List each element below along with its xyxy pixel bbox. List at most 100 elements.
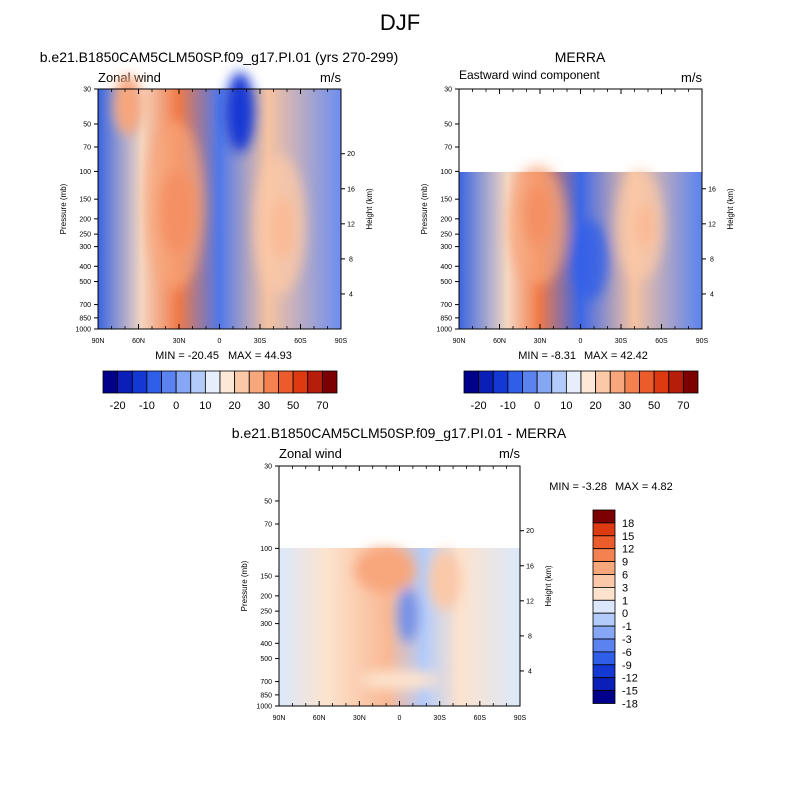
- colorbar-swatch: [592, 651, 616, 666]
- panel-merra-min: MIN = -8.31: [518, 350, 576, 362]
- panel-merra: MERRA Eastward wind component m/s 30 50 70…: [420, 49, 735, 412]
- panel-model-height-ticks: 20 16 12 8 4: [341, 151, 355, 298]
- panel-merra-x-ticks: 90N 60N 30N 0 30S 60S 90S: [453, 89, 709, 345]
- latitude-tick-label: 30N: [173, 338, 186, 345]
- colorbar-label: 6: [622, 570, 628, 582]
- colorbar-swatch: [492, 370, 509, 394]
- panel-model: b.e21.B1850CAM5CLM50SP.f09_g17.PI.01 (yr…: [40, 49, 399, 412]
- latitude-tick-label: 90S: [696, 338, 709, 345]
- colorbar-swatch: [161, 370, 177, 394]
- colorbar-swatch: [624, 370, 640, 394]
- panel-merra-max: MAX = 42.42: [584, 350, 648, 362]
- colorbar-swatch: [682, 370, 699, 394]
- feature-upper-easterly: [226, 72, 254, 152]
- pressure-tick-label: 400: [440, 264, 452, 271]
- panel-model-x-ticks: 90N 60N 30N 0 30S 60S 90S: [92, 89, 348, 345]
- colorbar-swatch: [278, 370, 294, 394]
- colorbar-label: 20: [590, 400, 602, 412]
- colorbar-label: 0: [534, 400, 540, 412]
- colorbar-swatch: [117, 370, 133, 394]
- panel-model-field-features: [114, 72, 306, 295]
- colorbar-label: 18: [622, 518, 634, 530]
- colorbar-swatch: [592, 690, 616, 704]
- colorbar-label: -9: [622, 660, 632, 672]
- colorbar-label: -3: [622, 634, 632, 646]
- colorbar-label: -20: [110, 400, 126, 412]
- panel-merra-y-ticks: 30 50 70 100 150 200 250 300 400 500 700 850 1000: [436, 87, 459, 334]
- pressure-tick-label: 50: [83, 121, 91, 128]
- colorbar-swatch: [551, 370, 567, 394]
- colorbar-swatch: [102, 370, 119, 394]
- latitude-tick-label: 60S: [294, 338, 307, 345]
- panel-merra-colorbar: -20 -10 0 10 20 30 50 70: [463, 370, 699, 412]
- colorbar-label: 10: [560, 400, 572, 412]
- colorbar-label: 3: [622, 582, 628, 594]
- panel-model-ylabel-right: Height (km): [365, 188, 374, 230]
- colorbar-swatch: [131, 370, 148, 394]
- feature-subtropical-positive: [355, 548, 415, 592]
- latitude-tick-label: 60N: [493, 338, 506, 345]
- pressure-tick-label: 50: [444, 121, 452, 128]
- pressure-tick-label: 100: [260, 546, 272, 553]
- panel-difference-subtitle-right: m/s: [499, 446, 520, 461]
- colorbar-swatch: [592, 664, 616, 679]
- panel-difference-y-ticks: 30 50 70 100 150 200 250 300 400 500 700 850 1000: [256, 464, 279, 711]
- colorbar-swatch: [639, 370, 655, 394]
- height-tick-label: 16: [347, 186, 355, 193]
- colorbar-swatch: [219, 370, 236, 394]
- colorbar-label: -20: [471, 400, 487, 412]
- colorbar-swatch: [595, 370, 611, 394]
- colorbar-swatch: [592, 522, 616, 537]
- pressure-tick-label: 850: [260, 692, 272, 699]
- colorbar-swatch: [248, 370, 265, 394]
- panel-difference-height-ticks: 20 16 12 8 4: [520, 528, 534, 675]
- colorbar-swatch: [507, 370, 523, 394]
- panel-model-ylabel: Pressure (mb): [59, 183, 68, 234]
- pressure-tick-label: 50: [264, 498, 272, 505]
- feature-nh-jet-halo: [508, 165, 568, 285]
- figure-title: DJF: [380, 10, 420, 35]
- panel-difference: b.e21.B1850CAM5CLM50SP.f09_g17.PI.01 - M…: [232, 425, 673, 722]
- colorbar-label: 0: [622, 608, 628, 620]
- colorbar-swatch: [478, 370, 494, 394]
- latitude-tick-label: 90N: [453, 338, 466, 345]
- colorbar-swatch: [653, 370, 670, 394]
- latitude-tick-label: 90S: [514, 715, 527, 722]
- colorbar-label: 70: [677, 400, 689, 412]
- colorbar-swatch: [292, 370, 309, 394]
- latitude-tick-label: 0: [579, 338, 583, 345]
- pressure-tick-label: 1000: [256, 704, 272, 711]
- panel-difference-field-features: [355, 548, 461, 690]
- pressure-tick-label: 700: [79, 302, 91, 309]
- colorbar-label: -15: [622, 686, 638, 698]
- panel-merra-ylabel: Pressure (mb): [420, 183, 429, 234]
- pressure-tick-label: 200: [260, 593, 272, 600]
- panel-difference-ylabel: Pressure (mb): [240, 560, 249, 611]
- latitude-tick-label: 0: [218, 338, 222, 345]
- pressure-tick-label: 500: [260, 656, 272, 663]
- latitude-tick-label: 60S: [655, 338, 668, 345]
- panel-difference-x-ticks: 90N 60N 30N 0 30S 60S 90S: [273, 466, 527, 722]
- colorbar-swatch: [522, 370, 538, 394]
- colorbar-swatch: [592, 509, 616, 524]
- pressure-tick-label: 700: [260, 679, 272, 686]
- latitude-tick-label: 60N: [132, 338, 145, 345]
- colorbar-swatch: [190, 370, 206, 394]
- panel-model-max: MAX = 44.93: [228, 350, 292, 362]
- pressure-tick-label: 150: [79, 197, 91, 204]
- colorbar-swatch: [565, 370, 582, 394]
- panel-merra-height-ticks: 16 12 8 4: [702, 186, 716, 298]
- colorbar-swatch: [592, 587, 616, 601]
- colorbar-label: 20: [229, 400, 241, 412]
- feature-nh-jet-halo: [145, 120, 205, 290]
- pressure-tick-label: 250: [260, 609, 272, 616]
- colorbar-swatch: [234, 370, 250, 394]
- pressure-tick-label: 200: [440, 216, 452, 223]
- feature-sh-positive: [429, 550, 461, 610]
- latitude-tick-label: 60S: [474, 715, 487, 722]
- panel-merra-field-features: [508, 165, 664, 300]
- colorbar-label: -18: [622, 699, 638, 711]
- colorbar-swatch: [592, 535, 616, 550]
